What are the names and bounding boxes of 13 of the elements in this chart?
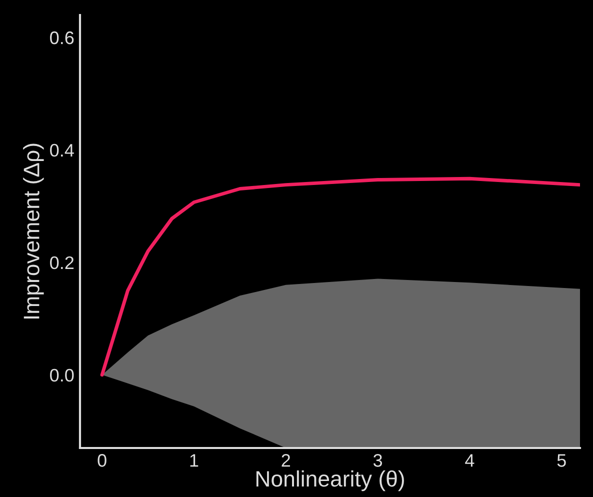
x-tick-label: 1 <box>190 454 198 467</box>
x-axis-title: Nonlinearity (θ) <box>256 470 404 492</box>
y-axis-title: Improvement (Δρ) <box>23 144 44 319</box>
x-tick-label: 2 <box>282 454 290 467</box>
y-tick-label: 0.4 <box>50 144 74 157</box>
line-series <box>100 176 580 377</box>
x-tick-label: 0 <box>98 454 106 467</box>
y-tick-label: 0.0 <box>50 368 74 382</box>
x-tick-label: 4 <box>465 454 474 467</box>
y-tick-label: 0.6 <box>50 31 74 44</box>
x-tick-label: 3 <box>373 454 382 467</box>
x-tick-label: 5 <box>557 454 566 467</box>
y-tick-label: 0.2 <box>50 256 74 270</box>
